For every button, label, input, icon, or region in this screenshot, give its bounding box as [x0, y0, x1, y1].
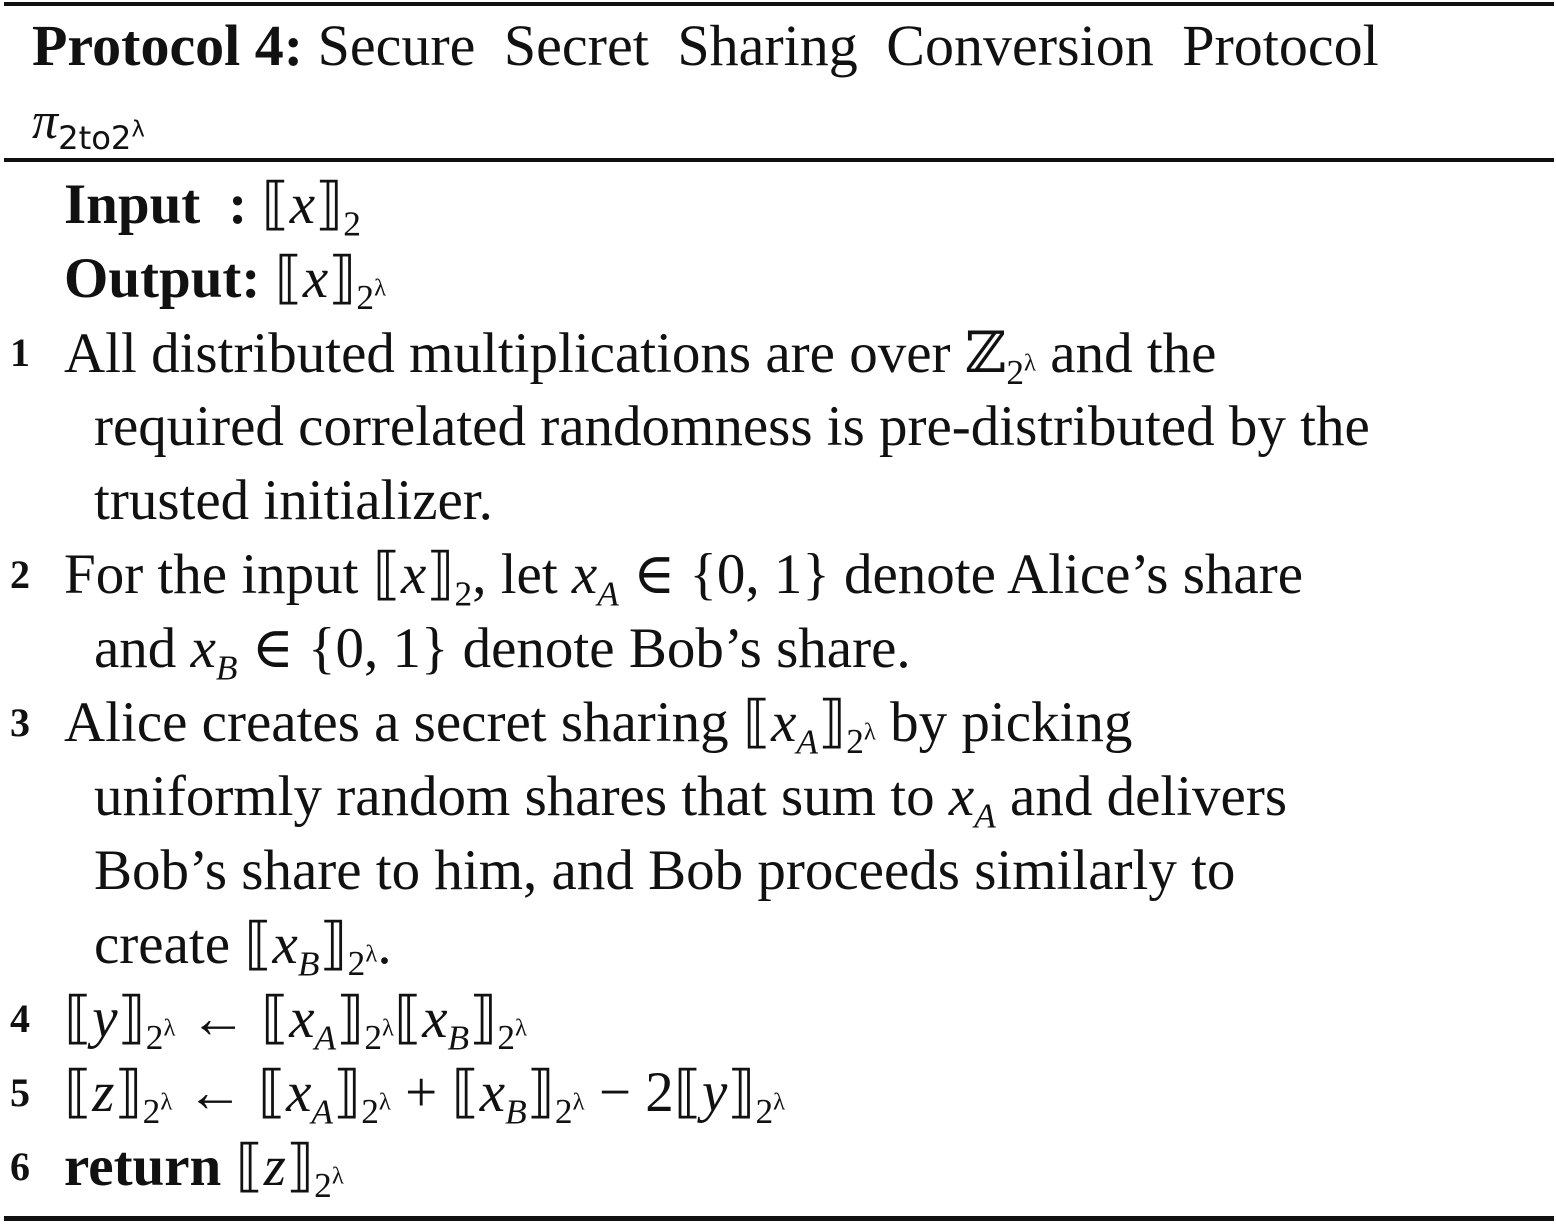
input-sub: 2 — [343, 204, 361, 244]
step-number: 1 — [10, 330, 30, 375]
input-label: Input — [64, 173, 201, 236]
protocol-symbol: π2to2λ — [32, 84, 1522, 176]
step-line: Alice creates a secret sharing ⟦xA⟧2λ by… — [64, 691, 1133, 762]
step-number: 3 — [10, 700, 30, 745]
pi-subscript: 2to2λ — [58, 116, 145, 158]
step-6: 6 return ⟦z⟧2λ — [0, 1130, 1540, 1205]
step-line: ⟦z⟧2λ ← ⟦xA⟧2λ + ⟦xB⟧2λ − 2⟦y⟧2λ — [64, 1061, 786, 1132]
step-number: 4 — [10, 996, 30, 1041]
algorithm-body: Input: ⟦x⟧2 Output: ⟦x⟧2λ 1 All distribu… — [0, 168, 1540, 1205]
pi-superscript: λ — [131, 116, 145, 143]
pi-subscript-text: 2to2 — [58, 119, 132, 158]
return-keyword: return — [64, 1135, 222, 1198]
step-line: trusted initializer. — [94, 469, 493, 532]
step-line: ⟦y⟧2λ ← ⟦xA⟧2λ⟦xB⟧2λ — [64, 987, 528, 1058]
output-line: Output: ⟦x⟧2λ — [0, 242, 1540, 318]
step-number: 2 — [10, 552, 30, 597]
step-line: uniformly random shares that sum to xA a… — [94, 765, 1288, 836]
step-line: required correlated randomness is pre-di… — [94, 395, 1370, 458]
step-line: and xB ∈ {0, 1} denote Bob’s share. — [94, 617, 911, 688]
input-line: Input: ⟦x⟧2 — [0, 168, 1540, 244]
step-line: All distributed multiplications are over… — [64, 320, 1217, 393]
step-5: 5 ⟦z⟧2λ ← ⟦xA⟧2λ + ⟦xB⟧2λ − 2⟦y⟧2λ — [0, 1056, 1540, 1131]
pi-symbol: π — [32, 93, 59, 150]
step-number: 6 — [10, 1144, 30, 1189]
step-4: 4 ⟦y⟧2λ ← ⟦xA⟧2λ⟦xB⟧2λ — [0, 982, 1540, 1057]
protocol-label: Protocol 4: — [32, 13, 304, 78]
step-line: Bob’s share to him, and Bob proceeds sim… — [94, 839, 1236, 902]
step-line: return ⟦z⟧2λ — [64, 1135, 344, 1206]
input-value: ⟦x⟧2 — [261, 173, 361, 244]
output-label: Output: — [64, 247, 261, 310]
output-sup: λ — [374, 274, 387, 302]
top-rule — [4, 2, 1554, 6]
protocol-caption: Protocol 4: Secure Secret Sharing Conver… — [32, 8, 1522, 176]
step-1: 1 All distributed multiplications are ov… — [0, 316, 1540, 538]
step-3: 3 Alice creates a secret sharing ⟦xA⟧2λ … — [0, 686, 1540, 984]
bottom-rule — [4, 1216, 1554, 1221]
input-colon: : — [228, 173, 248, 236]
step-line: create ⟦xB⟧2λ. — [94, 913, 392, 984]
output-sub: 2 — [356, 278, 375, 318]
step-number: 5 — [10, 1070, 30, 1115]
output-value: ⟦x⟧2λ — [274, 247, 387, 318]
protocol-title: Secure Secret Sharing Conversion Protoco… — [317, 13, 1379, 78]
header-rule — [4, 158, 1554, 162]
step-line: For the input ⟦x⟧2, let xA ∈ {0, 1} deno… — [64, 543, 1303, 614]
step-2: 2 For the input ⟦x⟧2, let xA ∈ {0, 1} de… — [0, 538, 1540, 688]
